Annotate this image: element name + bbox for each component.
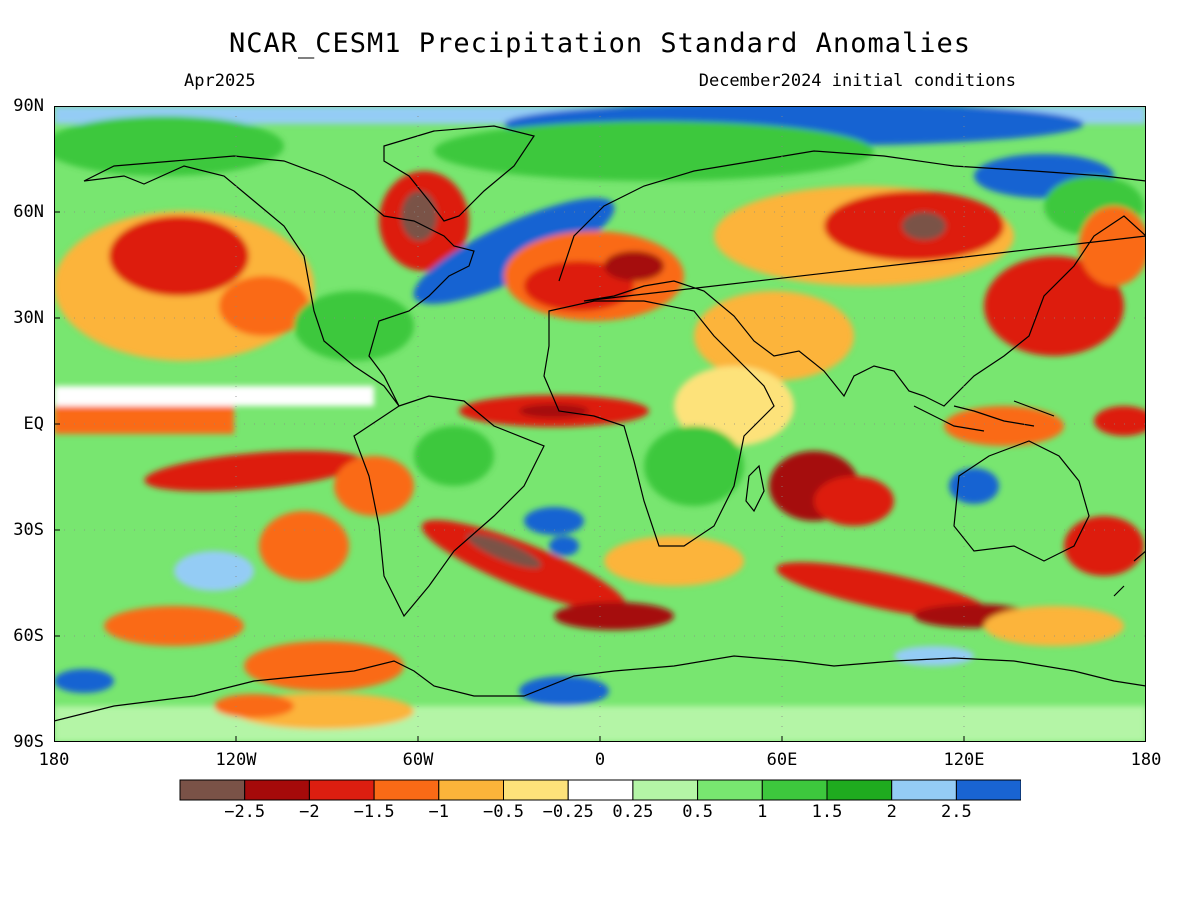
sio-dry: [776, 562, 992, 620]
colorbar-label: −0.5: [483, 802, 524, 822]
coastlines: [54, 125, 1146, 722]
so-dry-3: [984, 606, 1124, 646]
colorbar-box: [567, 779, 634, 801]
antarctic-wet: [894, 646, 974, 666]
satl-wet: [524, 507, 584, 535]
lon-label-180w: 180: [38, 750, 70, 770]
colorbar-box: [632, 779, 699, 801]
mideast-dry: [694, 291, 854, 381]
africa-coast: [543, 300, 775, 547]
alaska-green: [54, 116, 284, 176]
colorbar-label: 2.5: [941, 802, 972, 822]
wpac-dry: [944, 406, 1064, 446]
colorbar-label: 1: [757, 802, 768, 822]
colorbar-box: [891, 779, 957, 801]
colorbar-label: −0.25: [542, 802, 594, 822]
anomaly-map: [54, 106, 1146, 742]
lon-label-60e: 60E: [766, 750, 798, 770]
natl-wet-anomaly: [413, 198, 615, 304]
colorbar-label: 2: [886, 802, 897, 822]
epac-neutral: [54, 386, 374, 406]
weddell-wet: [519, 676, 609, 706]
lon-label-0: 0: [594, 750, 606, 770]
ross-wet: [54, 669, 114, 693]
lat-label-90s: 90S: [13, 732, 44, 752]
lat-label-30s: 30S: [13, 520, 44, 540]
lat-label-60s: 60S: [13, 626, 44, 646]
spac-dry-2: [334, 456, 414, 516]
colorbar-label: −2: [299, 802, 320, 822]
antarctic-dry-core: [214, 694, 294, 718]
north-america-coast: [83, 155, 475, 407]
colorbar-box: [308, 779, 375, 801]
south-america-coast: [353, 395, 545, 618]
colorbar-box: [179, 779, 246, 801]
colorbar-box: [826, 779, 893, 801]
greenland-dry-core: [401, 191, 437, 241]
satl-wet-2: [549, 536, 579, 556]
forecast-month: Apr2025: [184, 71, 256, 91]
colorbar-label: 0.5: [682, 802, 713, 822]
satl-dry-core: [466, 533, 542, 569]
indian-dry: [814, 476, 894, 526]
eurasia-coast: [558, 150, 1146, 407]
satl-dry-2: [554, 602, 674, 630]
colorbar-box: [244, 779, 310, 801]
colorbar: [179, 779, 1021, 801]
epac-eq-dry: [54, 404, 234, 434]
spac-dry: [144, 450, 364, 492]
colorbar-label: −2.5: [224, 802, 266, 822]
s-america-green: [414, 426, 494, 486]
graticule: [54, 106, 1146, 742]
map-ticks: [54, 211, 965, 742]
colorbar-box: [761, 779, 828, 801]
s-africa-dry: [604, 536, 744, 586]
africa-green: [644, 426, 744, 506]
atl-eq-dry-core: [519, 404, 589, 418]
lon-label-60w: 60W: [402, 750, 434, 770]
map-title: NCAR_CESM1 Precipitation Standard Anomal…: [229, 28, 971, 59]
lat-label-60n: 60N: [13, 202, 44, 222]
lat-label-90n: 90N: [13, 96, 44, 116]
colorbar-label: −1: [428, 802, 450, 822]
lon-label-180e: 180: [1130, 750, 1162, 770]
lon-label-120e: 120E: [943, 750, 985, 770]
anomaly-field: [54, 106, 1146, 742]
initial-conditions: December2024 initial conditions: [698, 71, 1016, 91]
madagascar-coast: [745, 464, 765, 513]
kamchatka-dry: [1079, 206, 1146, 286]
greenland-coast: [383, 125, 535, 222]
colorbar-box: [503, 779, 569, 801]
lat-label-eq: EQ: [23, 414, 44, 434]
sep-dry: [259, 511, 349, 581]
eur-dry-core: [604, 251, 664, 281]
n-america-green: [294, 291, 414, 361]
lat-label-30n: 30N: [13, 308, 44, 328]
npac-dry-2: [219, 276, 309, 336]
colorbar-box: [373, 779, 440, 801]
so-dry-2: [244, 641, 404, 691]
lon-label-120w: 120W: [215, 750, 257, 770]
japan-dry: [984, 256, 1124, 356]
npac-dry-core: [109, 216, 249, 296]
colorbar-label: −1.5: [353, 802, 395, 822]
australia-wet: [949, 468, 999, 504]
colorbar-label: 1.5: [811, 802, 843, 822]
colorbar-label: 0.25: [612, 802, 654, 822]
new-zealand-coast: [1113, 550, 1146, 597]
australia-coast: [953, 440, 1090, 562]
colorbar-box: [438, 779, 504, 801]
asia-dry-peak: [902, 212, 946, 240]
tasman-dry: [1064, 516, 1144, 576]
spac-wet: [174, 551, 254, 591]
colorbar-box: [697, 779, 763, 801]
north-green: [434, 121, 874, 181]
dateline-dry: [1094, 406, 1146, 436]
indonesia-coast: [913, 400, 1055, 432]
colorbar-box: [955, 779, 1021, 801]
antarctica-coast: [54, 655, 1146, 722]
so-dry-1: [104, 606, 244, 646]
